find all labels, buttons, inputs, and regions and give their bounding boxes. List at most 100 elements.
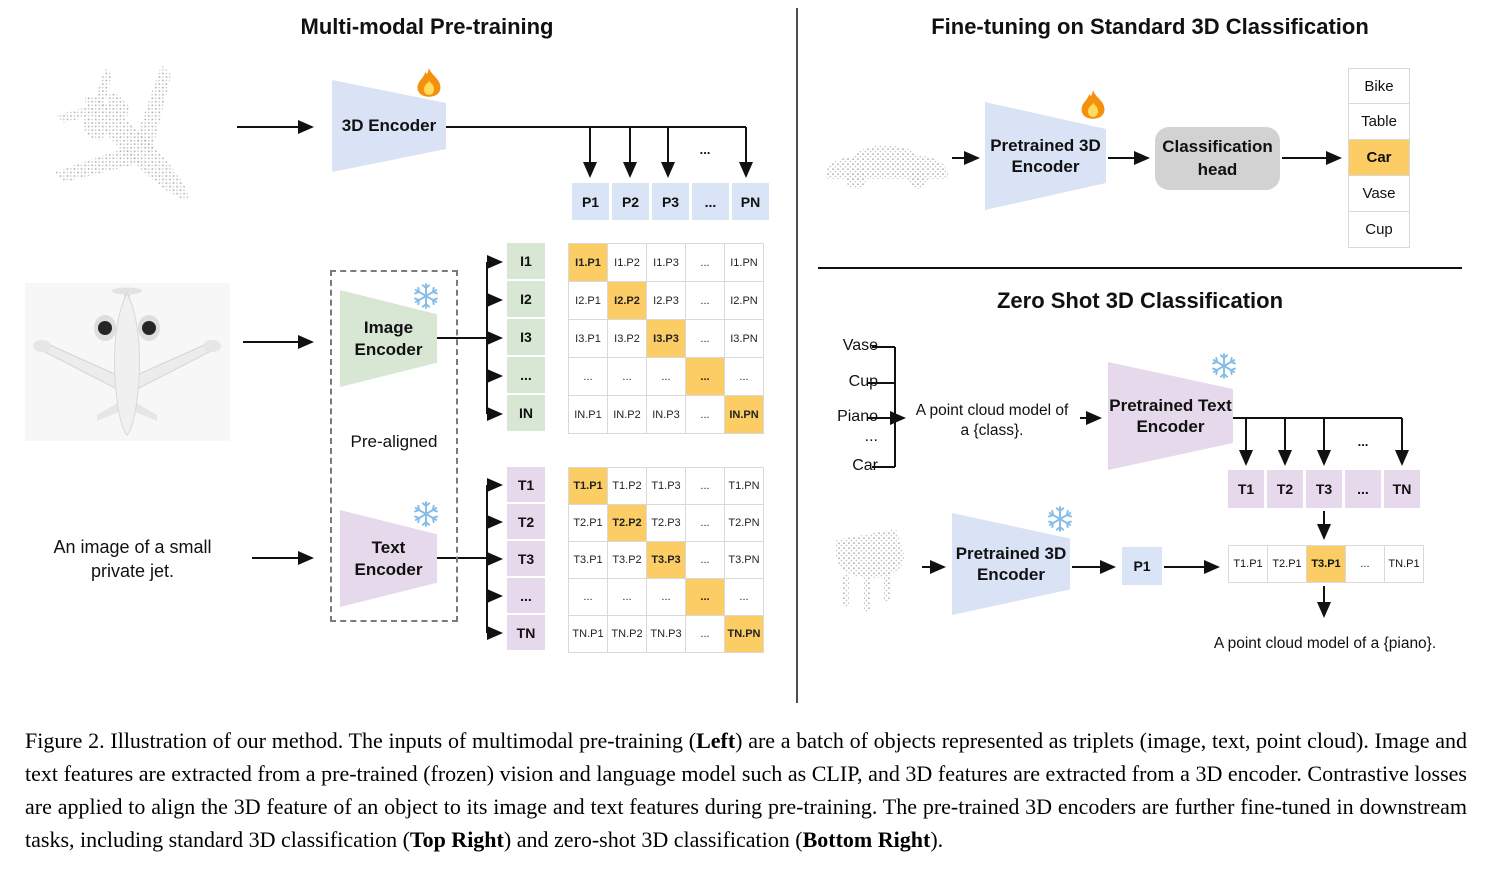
feature-box: ... xyxy=(692,183,729,220)
similarity-cell: T2.P3 xyxy=(647,505,685,541)
similarity-cell: T2.PN xyxy=(725,505,763,541)
class-word: Car xyxy=(852,457,878,474)
caption-bold-segment: Top Right xyxy=(409,827,504,852)
fire-icon xyxy=(1081,90,1105,119)
piano-point-cloud-image xyxy=(836,529,905,612)
similarity-cell: IN.PN xyxy=(725,396,763,433)
feature-box: TN xyxy=(507,615,545,650)
similarity-cell: T3.P1 xyxy=(1307,546,1345,582)
caption-segment: Figure 2. Illustration of our method. Th… xyxy=(25,728,697,753)
similarity-cell: ... xyxy=(608,579,646,615)
class-list: Bike Table Car Vase Cup xyxy=(1348,68,1410,248)
feature-box: T2 xyxy=(507,504,545,539)
feature-box: T2 xyxy=(1267,470,1303,508)
encoder-3d-label: 3D Encoder xyxy=(341,116,437,136)
class-row: Bike xyxy=(1348,68,1410,104)
similarity-cell: ... xyxy=(686,320,724,357)
zeroshot-title: Zero Shot 3D Classification xyxy=(996,288,1284,313)
class-row: Cup xyxy=(1348,212,1410,248)
airplane-point-cloud-image xyxy=(53,64,189,200)
similarity-cell: ... xyxy=(686,468,724,504)
similarity-cell: ... xyxy=(686,244,724,281)
prompt-text: A point cloud model of a {class}. xyxy=(915,402,1069,440)
similarity-cell: I1.P1 xyxy=(569,244,607,281)
similarity-cell: ... xyxy=(569,579,607,615)
p-feature-row: P1 P2 P3... PN xyxy=(572,183,769,220)
feature-box: I1 xyxy=(507,243,545,279)
caption-bold-segment: Left xyxy=(696,728,736,753)
similarity-cell: T2.P2 xyxy=(608,505,646,541)
figure-caption: Figure 2. Illustration of our method. Th… xyxy=(25,724,1467,856)
feature-box: T3 xyxy=(1306,470,1342,508)
similarity-cell: I1.PN xyxy=(725,244,763,281)
class-word: Piano xyxy=(837,408,878,425)
caption-bold-segment: Bottom Right xyxy=(802,827,931,852)
result-text: A point cloud model of a {piano}. xyxy=(1213,635,1437,652)
text-encoder-label: Text Encoder xyxy=(354,538,423,579)
similarity-cell: ... xyxy=(686,358,724,395)
similarity-cell: IN.P2 xyxy=(608,396,646,433)
similarity-cell: T3.P3 xyxy=(647,542,685,578)
snowflake-icon xyxy=(1047,506,1073,532)
similarity-cell: T3.PN xyxy=(725,542,763,578)
p-arrows-ellipsis: ... xyxy=(699,142,711,157)
text-input-caption: An image of a small private jet. xyxy=(53,537,212,582)
similarity-cell: TN.P1 xyxy=(569,616,607,652)
i-feature-column: I1 I2 I3... IN xyxy=(507,243,545,431)
caption-segment: ) are a batch of objects represented as … xyxy=(25,728,1467,852)
caption-segment: ). xyxy=(930,827,944,852)
class-word: Cup xyxy=(848,373,878,390)
feature-box: ... xyxy=(507,357,545,393)
feature-box: P3 xyxy=(652,183,689,220)
similarity-cell: T2.P1 xyxy=(569,505,607,541)
feature-box: T1 xyxy=(507,467,545,502)
feature-box: ... xyxy=(1345,470,1381,508)
similarity-cell: TN.P3 xyxy=(647,616,685,652)
class-row: Car xyxy=(1348,140,1410,176)
similarity-cell: T1.PN xyxy=(725,468,763,504)
image-similarity-matrix: I1.P1 I1.P2 I1.P3... I1.PN I2.P1 I2.P2 I2.P3..… xyxy=(568,243,764,434)
pretraining-title: Multi-modal Pre-training xyxy=(300,14,554,39)
pretrained-3d-encoder-label: Pretrained 3D Encoder xyxy=(990,135,1101,176)
feature-box: PN xyxy=(732,183,769,220)
feature-box: TN xyxy=(1384,470,1420,508)
similarity-cell: TN.P1 xyxy=(1385,546,1423,582)
feature-box: P1 xyxy=(572,183,609,220)
similarity-cell: I2.P1 xyxy=(569,282,607,319)
pretrained-text-encoder: Pretrained Text Encoder xyxy=(1108,362,1233,470)
feature-box: ... xyxy=(507,578,545,613)
similarity-cell: ... xyxy=(686,542,724,578)
similarity-cell: ... xyxy=(608,358,646,395)
t-feature-column: T1 T2 T3... TN xyxy=(507,467,545,650)
similarity-cell: ... xyxy=(569,358,607,395)
class-word: ... xyxy=(864,428,878,445)
feature-box: T1 xyxy=(1228,470,1264,508)
finetuning-title: Fine-tuning on Standard 3D Classificatio… xyxy=(931,14,1369,39)
similarity-cell: TN.P2 xyxy=(608,616,646,652)
feature-box: T3 xyxy=(507,541,545,576)
car-point-cloud-image xyxy=(826,145,948,189)
jet-photo-image xyxy=(25,283,230,441)
similarity-cell: I3.P1 xyxy=(569,320,607,357)
similarity-cell: I3.P3 xyxy=(647,320,685,357)
similarity-cell: I1.P3 xyxy=(647,244,685,281)
similarity-cell: IN.P1 xyxy=(569,396,607,433)
similarity-cell: T2.P1 xyxy=(1268,546,1306,582)
feature-box: I2 xyxy=(507,281,545,317)
similarity-cell: IN.P3 xyxy=(647,396,685,433)
similarity-cell: ... xyxy=(647,579,685,615)
fire-icon xyxy=(417,68,441,97)
pretrained-3d-encoder-zeroshot: Pretrained 3D Encoder xyxy=(952,513,1070,615)
class-row: Vase xyxy=(1348,176,1410,212)
similarity-cell: T1.P1 xyxy=(1229,546,1267,582)
similarity-cell: T1.P1 xyxy=(569,468,607,504)
similarity-cell: ... xyxy=(1346,546,1384,582)
similarity-cell: ... xyxy=(647,358,685,395)
snowflake-icon xyxy=(1211,353,1237,379)
similarity-cell: ... xyxy=(686,282,724,319)
similarity-cell: ... xyxy=(725,579,763,615)
class-row: Table xyxy=(1348,104,1410,140)
similarity-cell: I2.P3 xyxy=(647,282,685,319)
similarity-cell: T3.P1 xyxy=(569,542,607,578)
